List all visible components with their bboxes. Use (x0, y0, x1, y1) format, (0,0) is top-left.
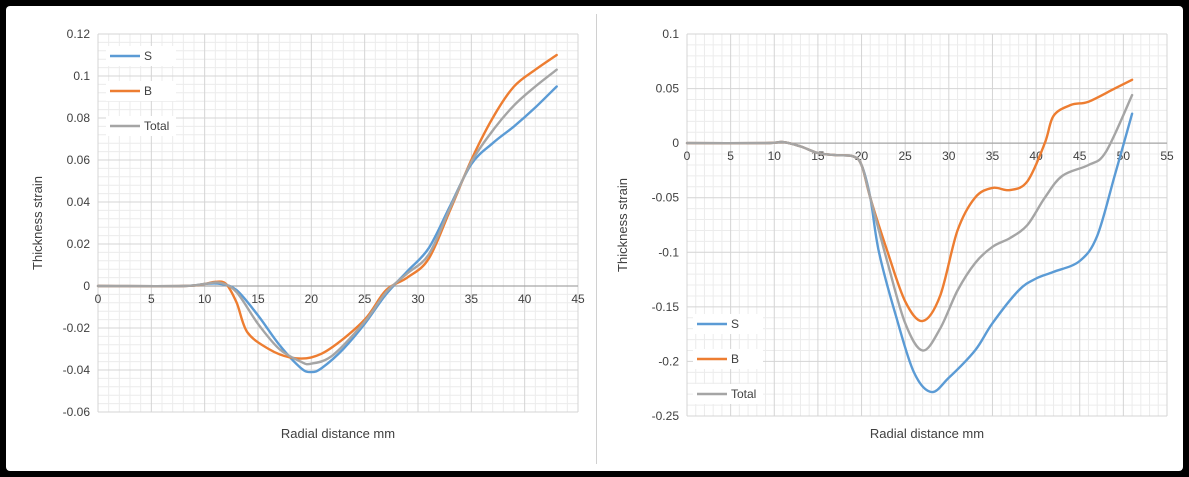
legend-label: S (144, 49, 152, 63)
legend: S B Total (693, 314, 763, 404)
x-tick-label: 45 (571, 292, 585, 306)
x-tick-label: 55 (1160, 149, 1174, 163)
x-tick-label: 10 (198, 292, 212, 306)
y-tick-label: 0.02 (67, 237, 91, 251)
right-chart-panel: -0.25 -0.2 -0.15 -0.1 -0.05 0 0.05 0.1 0 5 10 15 20 2… (597, 6, 1183, 471)
y-tick-label: -0.2 (658, 354, 679, 368)
y-tick-label: 0.1 (73, 69, 90, 83)
x-tick-label: 10 (768, 149, 782, 163)
x-tick-label: 35 (986, 149, 1000, 163)
y-tick-label: -0.05 (652, 191, 680, 205)
panel-divider (596, 14, 597, 464)
legend-background (106, 46, 176, 66)
x-tick-label: 25 (899, 149, 913, 163)
y-tick-label: 0.1 (662, 27, 679, 41)
x-tick-label: 30 (411, 292, 425, 306)
x-tick-label: 30 (942, 149, 956, 163)
y-axis-label: Thickness strain (615, 178, 630, 272)
y-tick-label: -0.25 (652, 409, 680, 423)
x-tick-label: 15 (251, 292, 265, 306)
x-axis-label: Radial distance mm (870, 426, 984, 441)
legend-label: B (731, 352, 739, 366)
legend: S B Total (106, 46, 176, 136)
x-tick-label: 45 (1073, 149, 1087, 163)
figure-frame: -0.06 -0.04 -0.02 0 0.02 0.04 0.06 0.08 0.1 0.12 0… (6, 6, 1183, 471)
y-tick-label: -0.15 (652, 300, 680, 314)
y-tick-label: 0.06 (67, 153, 91, 167)
y-tick-label: -0.02 (63, 321, 91, 335)
y-axis-label: Thickness strain (30, 176, 45, 270)
series-line-total (685, 93, 1134, 352)
y-tick-label: 0.04 (67, 195, 91, 209)
y-tick-label: -0.1 (658, 245, 679, 259)
y-tick-label: -0.06 (63, 405, 91, 419)
x-tick-label: 0 (95, 292, 102, 306)
x-tick-label: 5 (148, 292, 155, 306)
x-tick-label: 0 (684, 149, 691, 163)
legend-label: Total (731, 387, 756, 401)
left-chart-panel: -0.06 -0.04 -0.02 0 0.02 0.04 0.06 0.08 0.1 0.12 0… (6, 6, 596, 471)
x-axis-label: Radial distance mm (281, 426, 395, 441)
legend-background (106, 116, 176, 136)
legend-background (693, 314, 763, 334)
x-tick-label: 25 (358, 292, 372, 306)
y-tick-label: -0.04 (63, 363, 91, 377)
y-tick-label: 0.05 (656, 82, 680, 96)
x-tick-label: 40 (1029, 149, 1043, 163)
y-tick-label: 0.08 (67, 111, 91, 125)
y-tick-label: 0 (83, 279, 90, 293)
legend-background (693, 384, 763, 404)
x-tick-label: 40 (518, 292, 532, 306)
x-tick-label: 5 (727, 149, 734, 163)
legend-background (106, 81, 176, 101)
y-tick-label: 0 (672, 136, 679, 150)
x-tick-label: 20 (855, 149, 869, 163)
legend-label: S (731, 317, 739, 331)
x-tick-label: 35 (465, 292, 479, 306)
left-chart: -0.06 -0.04 -0.02 0 0.02 0.04 0.06 0.08 0.1 0.12 0… (30, 27, 585, 441)
x-tick-label: 20 (305, 292, 319, 306)
legend-background (693, 349, 763, 369)
y-tick-label: 0.12 (67, 27, 91, 41)
legend-label: Total (144, 119, 169, 133)
legend-label: B (144, 84, 152, 98)
series-line-total (96, 68, 558, 366)
